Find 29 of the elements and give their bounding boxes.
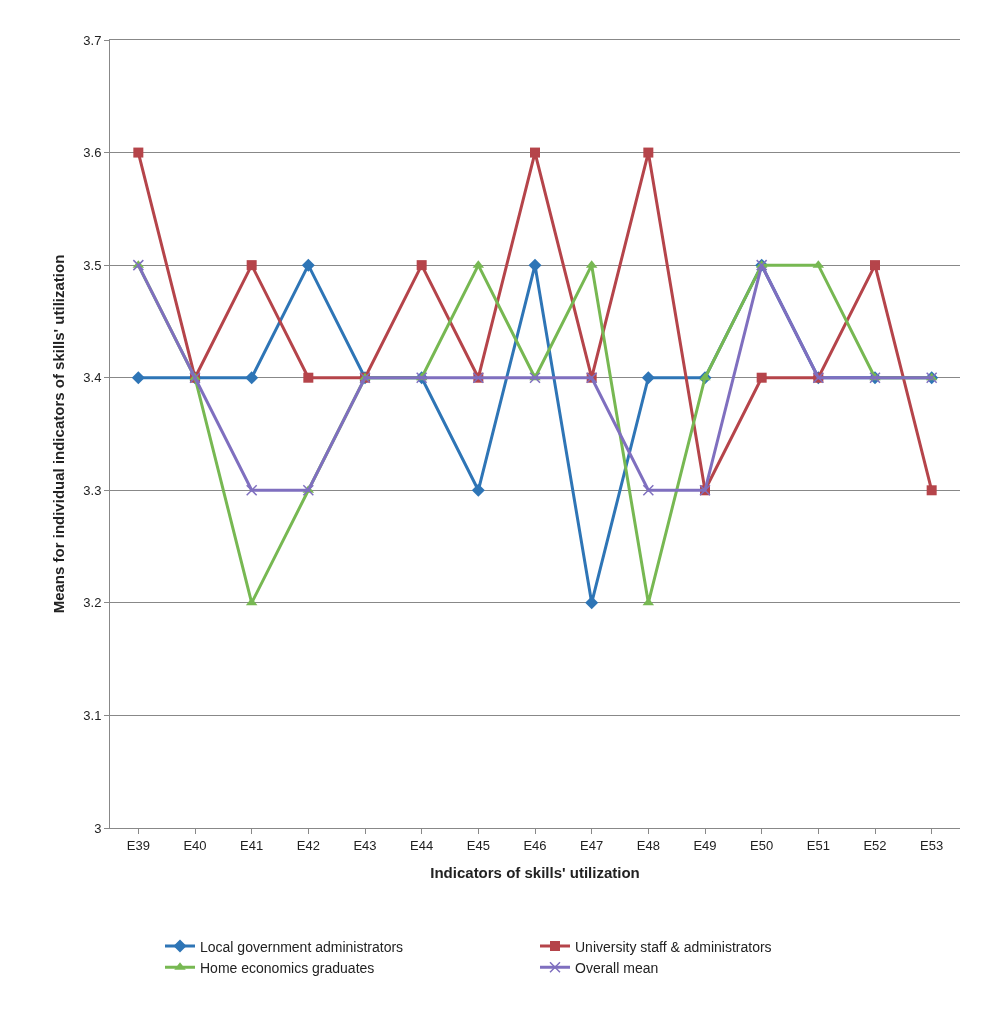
y-tick-label: 3.1 [83, 707, 102, 723]
x-tick-label: E49 [693, 837, 717, 853]
x-tick-label: E51 [806, 837, 830, 853]
y-tick-label: 3.5 [83, 257, 102, 273]
y-tick-label: 3.3 [83, 482, 102, 498]
x-tick-label: E53 [920, 837, 944, 853]
x-tick-label: E46 [523, 837, 547, 853]
x-tick-label: E41 [240, 837, 264, 853]
x-tick-label: E39 [126, 837, 150, 853]
x-tick-label: E43 [353, 837, 377, 853]
x-tick-label: E50 [750, 837, 774, 853]
y-tick-label: 3.2 [83, 595, 102, 611]
y-tick-label: 3 [94, 820, 102, 836]
y-axis-title: Means for individual indicators of skills' utilization [49, 254, 67, 614]
legend-label: Overall mean [575, 959, 659, 976]
x-tick-label: E40 [183, 837, 207, 853]
legend-label: Home economics graduates [200, 959, 375, 976]
x-tick-label: E45 [466, 837, 490, 853]
x-tick-label: E48 [636, 837, 660, 853]
x-axis-title: Indicators of skills' utilization [430, 863, 640, 881]
x-tick-label: E47 [580, 837, 604, 853]
y-tick-label: 3.4 [83, 370, 102, 386]
x-tick-label: E52 [863, 837, 887, 853]
y-tick-label: 3.6 [83, 145, 102, 161]
x-tick-label: E42 [296, 837, 320, 853]
x-tick-label: E44 [410, 837, 434, 853]
y-tick-label: 3.7 [83, 32, 102, 48]
legend-label: Local government administrators [200, 938, 404, 955]
legend-label: University staff & administrators [575, 938, 772, 955]
